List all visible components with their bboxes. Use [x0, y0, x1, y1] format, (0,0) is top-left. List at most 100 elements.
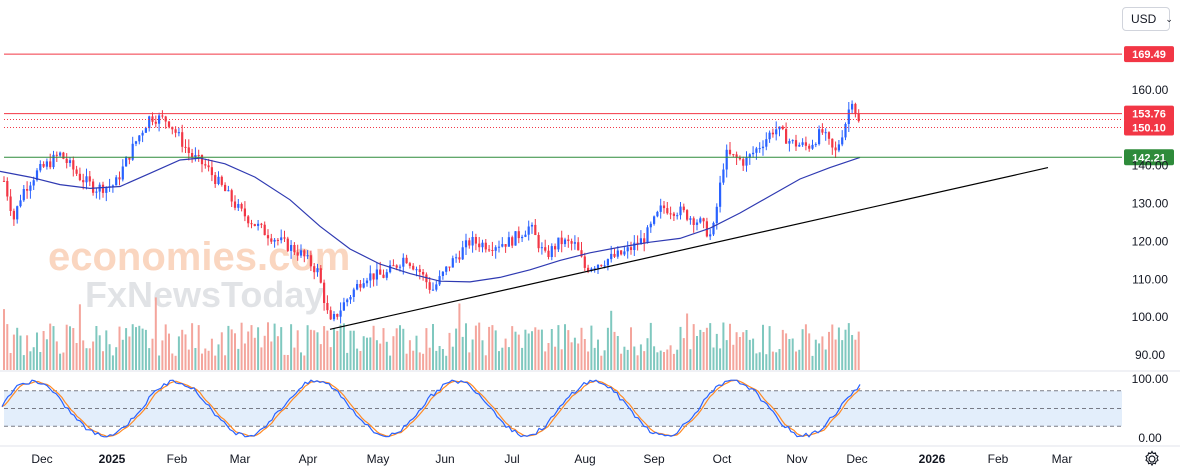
candle-body: [824, 132, 827, 134]
volume-bar: [788, 339, 791, 370]
candle-body: [45, 161, 48, 167]
volume-bar: [425, 328, 428, 370]
candle-body: [458, 257, 461, 260]
volume-bar: [705, 327, 708, 370]
currency-selector[interactable]: USD ⌄: [1122, 7, 1173, 31]
volume-bar: [3, 309, 5, 370]
candle-body: [544, 247, 547, 251]
volume-bar: [771, 351, 774, 370]
volume-bar: [309, 329, 312, 370]
volume-bar: [583, 339, 586, 370]
candle-body: [511, 237, 514, 246]
volume-bar: [672, 353, 675, 370]
candle-body: [785, 129, 788, 144]
volume-bar: [52, 326, 55, 370]
candle-body: [329, 310, 332, 320]
candle-body: [771, 132, 774, 135]
volume-bar: [531, 331, 533, 370]
candle-body: [207, 165, 210, 168]
candle-body: [679, 206, 682, 216]
volume-bar: [339, 324, 342, 370]
volume-bar: [125, 328, 128, 370]
volume-bar: [491, 325, 494, 370]
candle-body: [227, 190, 230, 192]
candle-body: [474, 237, 477, 244]
candle-body: [497, 246, 501, 248]
candle-body: [438, 276, 441, 285]
candle-body: [794, 140, 798, 147]
volume-bar: [263, 335, 266, 370]
candle-body: [692, 218, 695, 225]
volume-bar: [811, 355, 814, 370]
stochastic-k-line: [1, 379, 861, 438]
candle-body: [563, 239, 567, 245]
volume-bar: [501, 347, 504, 370]
volume-bar: [834, 339, 837, 370]
volume-bar: [818, 343, 821, 370]
volume-bar: [851, 335, 854, 370]
volume-bar: [250, 325, 253, 370]
candle-body: [316, 268, 319, 273]
volume-bar: [484, 355, 487, 370]
candle-body: [342, 302, 345, 311]
candle-body: [412, 265, 415, 270]
candle-body: [389, 265, 392, 273]
candle-body: [55, 154, 58, 156]
volume-bar: [108, 344, 111, 370]
candle-body: [623, 251, 626, 255]
candle-body: [379, 269, 382, 275]
trendline: [329, 167, 1049, 330]
volume-bar: [121, 339, 124, 370]
candle-body: [359, 284, 362, 288]
volume-bar: [95, 326, 98, 370]
volume-bar: [610, 310, 613, 370]
volume-bar: [313, 330, 316, 370]
volume-bar: [359, 351, 362, 370]
gear-icon[interactable]: [1143, 450, 1161, 468]
candle-body: [365, 280, 369, 284]
candle-body: [517, 231, 520, 239]
x-tick-label: Dec: [846, 452, 867, 466]
volume-bar: [547, 343, 550, 370]
volume-bar: [329, 347, 332, 370]
volume-bar: [521, 347, 524, 370]
x-tick-label: Mar: [230, 452, 251, 466]
candle-body: [596, 264, 600, 269]
volume-bar: [164, 324, 167, 370]
candle-body: [29, 185, 32, 191]
candle-body: [570, 241, 573, 244]
volume-bar: [303, 355, 306, 370]
candle-body: [728, 149, 732, 155]
volume-bar: [382, 328, 385, 370]
volume-bar: [296, 330, 299, 370]
candle-body: [148, 116, 151, 129]
volume-bar: [752, 338, 755, 370]
volume-bar: [613, 331, 616, 370]
candle-body: [131, 143, 134, 160]
candle-body: [32, 180, 35, 186]
candle-body: [768, 132, 771, 140]
candle-body: [398, 266, 402, 268]
volume-bar: [395, 328, 398, 370]
volume-bar: [762, 324, 764, 370]
volume-bar: [69, 326, 71, 370]
candle-body: [187, 147, 190, 153]
candle-body: [633, 242, 636, 250]
volume-bar: [300, 352, 302, 370]
candle-body: [326, 303, 329, 311]
candle-body: [164, 116, 167, 122]
candle-body: [105, 187, 108, 193]
candle-body: [775, 129, 778, 135]
y-tick-label: 90.00: [1135, 348, 1165, 362]
candle-body: [577, 242, 580, 251]
volume-bar: [616, 336, 619, 370]
candle-body: [504, 244, 507, 247]
volume-bar: [210, 338, 213, 370]
resistance-1-label-bg: [1124, 105, 1174, 122]
volume-bar: [19, 335, 22, 370]
volume-bar: [243, 343, 246, 370]
volume-bar: [207, 350, 210, 370]
candle-body: [461, 247, 464, 260]
x-tick-label: Mar: [1052, 452, 1073, 466]
